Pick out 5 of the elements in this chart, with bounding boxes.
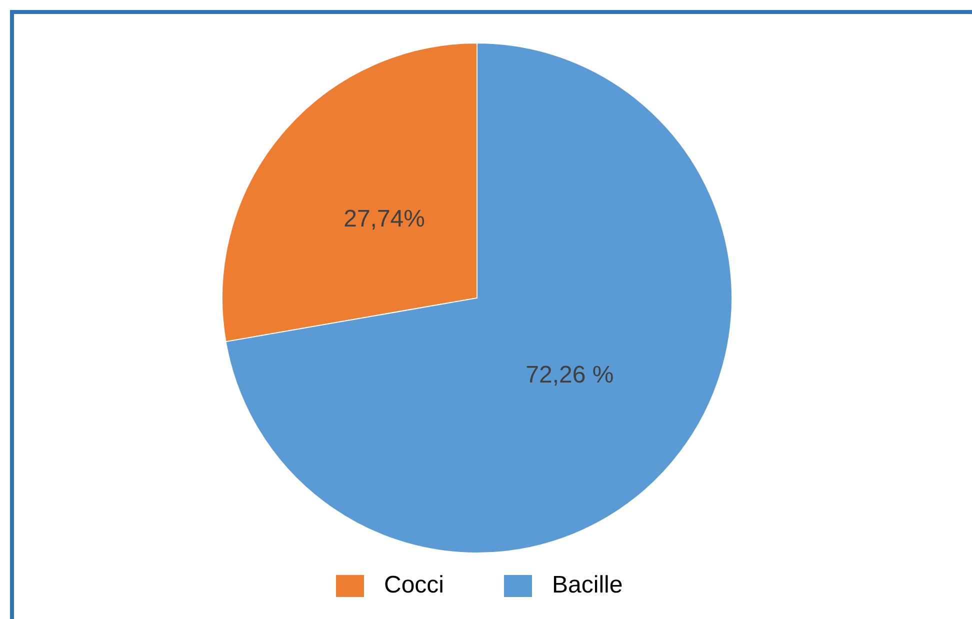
data-label: 72,26 %	[526, 361, 614, 388]
pie-slice	[225, 42, 732, 554]
data-label: 27,74%	[344, 205, 426, 232]
legend-label: Cocci	[384, 571, 444, 598]
legend-label: Bacille	[552, 571, 623, 598]
